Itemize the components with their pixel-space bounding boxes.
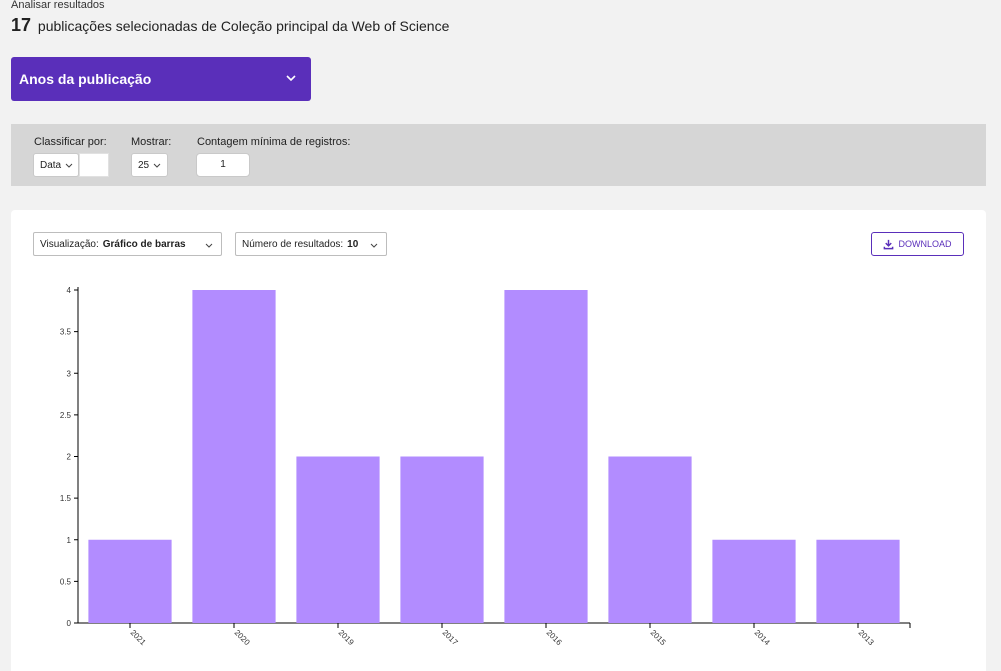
bar (296, 456, 380, 623)
summary-text: publicações selecionadas de Coleção prin… (37, 18, 450, 34)
breadcrumb: Analisar resultados (11, 0, 105, 11)
publication-count: 17 (11, 15, 32, 35)
download-icon (884, 239, 894, 249)
y-tick-label: 4 (67, 286, 72, 295)
results-count-label: Número de resultados: (242, 238, 344, 250)
x-tick-label: 2020 (233, 628, 252, 647)
y-tick-label: 0.5 (60, 577, 72, 586)
results-summary: 17 publicações selecionadas de Coleção p… (11, 15, 449, 36)
bar (400, 456, 484, 623)
sort-value: Data (40, 159, 62, 171)
bar (712, 539, 796, 623)
download-button[interactable]: DOWNLOAD (871, 232, 964, 256)
chevron-down-icon (205, 243, 213, 248)
x-tick-label: 2021 (129, 628, 148, 647)
results-count-value: 10 (347, 238, 359, 250)
bar (88, 539, 172, 623)
x-tick-label: 2015 (649, 628, 668, 647)
bar (816, 539, 900, 623)
sort-direction-box[interactable] (79, 153, 109, 177)
show-value: 25 (138, 159, 150, 171)
x-tick-label: 2016 (545, 628, 564, 647)
facet-label: Anos da publicação (19, 71, 152, 87)
visualization-label: Visualização: (40, 238, 99, 250)
results-count-select[interactable]: Número de resultados: 10 (235, 232, 387, 256)
min-count-label: Contagem mínima de registros: (197, 136, 351, 148)
x-tick-label: 2013 (857, 628, 876, 647)
controls-bar: Classificar por: Data Mostrar: 25 Contag… (11, 124, 986, 186)
bar (192, 290, 276, 623)
publication-years-facet[interactable]: Anos da publicação (11, 57, 311, 101)
y-tick-label: 1 (67, 536, 72, 545)
chart-card: Visualização: Gráfico de barras Número d… (11, 210, 986, 671)
bar (504, 290, 588, 623)
y-tick-label: 2.5 (60, 411, 72, 420)
chevron-down-icon (286, 75, 296, 82)
sort-select[interactable]: Data (33, 153, 79, 177)
x-tick-label: 2014 (753, 628, 772, 647)
y-tick-label: 3.5 (60, 328, 72, 337)
y-tick-label: 2 (67, 453, 72, 462)
show-select[interactable]: 25 (131, 153, 168, 177)
x-tick-label: 2017 (441, 628, 460, 647)
y-tick-label: 1.5 (60, 494, 72, 503)
bar (608, 456, 692, 623)
y-tick-label: 0 (67, 619, 72, 628)
download-label: DOWNLOAD (898, 239, 952, 249)
chevron-down-icon (65, 163, 73, 168)
chevron-down-icon (370, 243, 378, 248)
sort-label: Classificar por: (34, 136, 107, 148)
min-count-input[interactable]: 1 (196, 153, 250, 177)
show-label: Mostrar: (131, 136, 172, 148)
visualization-value: Gráfico de barras (102, 238, 186, 250)
visualization-select[interactable]: Visualização: Gráfico de barras (33, 232, 222, 256)
chevron-down-icon (153, 163, 161, 168)
x-tick-label: 2019 (337, 628, 356, 647)
y-tick-label: 3 (67, 369, 72, 378)
